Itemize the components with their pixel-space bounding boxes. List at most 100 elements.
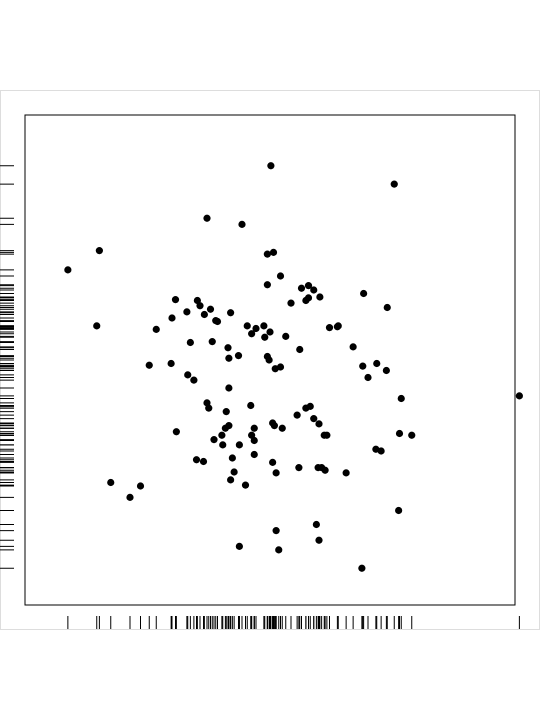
data-point-45	[145, 361, 153, 369]
data-point-64	[222, 408, 230, 416]
data-point-4	[95, 247, 103, 255]
data-point-70	[250, 424, 258, 432]
data-point-10	[304, 282, 313, 290]
data-point-48	[190, 376, 198, 384]
data-point-15	[287, 299, 295, 307]
data-point-93	[269, 458, 277, 466]
data-point-16	[360, 289, 368, 298]
data-point-100	[295, 464, 303, 472]
data-point-77	[315, 420, 323, 428]
data-point-50	[271, 365, 279, 373]
data-point-63	[205, 404, 213, 412]
data-point-97	[136, 482, 145, 490]
data-point-31	[266, 328, 274, 336]
data-point-47	[184, 371, 192, 379]
data-point-8	[276, 272, 285, 280]
data-point-67	[218, 431, 226, 439]
data-point-92	[228, 454, 236, 462]
data-point-82	[210, 436, 218, 444]
data-point-21	[196, 302, 204, 310]
data-point-87	[192, 456, 201, 464]
data-point-110	[275, 546, 283, 554]
data-point-5	[263, 250, 271, 258]
data-point-108	[315, 536, 323, 544]
data-point-68	[225, 422, 233, 430]
data-point-60	[382, 366, 390, 375]
data-point-2	[203, 214, 211, 222]
data-point-17	[383, 303, 391, 312]
data-point-3	[238, 220, 246, 228]
data-point-29	[260, 322, 268, 330]
data-point-61	[397, 394, 405, 403]
data-point-56	[325, 324, 334, 332]
data-point-36	[152, 325, 160, 333]
data-point-27	[212, 317, 220, 325]
data-point-103	[241, 481, 250, 489]
data-point-107	[272, 527, 280, 535]
data-point-109	[235, 542, 243, 550]
data-point-99	[126, 493, 134, 501]
data-point-53	[373, 359, 381, 368]
data-point-91	[372, 445, 380, 453]
data-point-22	[200, 310, 208, 319]
data-point-20	[206, 305, 215, 313]
data-point-114	[342, 469, 350, 477]
data-point-72	[269, 419, 277, 427]
data-point-54	[304, 294, 313, 302]
data-point-106	[312, 520, 320, 529]
data-point-24	[168, 314, 176, 322]
data-point-18	[171, 296, 180, 304]
data-point-33	[296, 345, 304, 354]
data-point-104	[318, 464, 326, 472]
data-point-57	[334, 322, 342, 330]
data-point-86	[250, 450, 258, 459]
data-point-111	[358, 564, 366, 572]
data-point-81	[219, 441, 227, 449]
x-rug	[67, 616, 520, 629]
data-point-112	[515, 392, 523, 400]
data-point-102	[227, 476, 235, 484]
data-point-32	[282, 332, 290, 340]
y-rug	[0, 165, 14, 569]
data-point-51	[225, 384, 233, 392]
data-point-28	[243, 322, 251, 330]
data-point-11	[310, 286, 318, 294]
data-point-94	[230, 468, 238, 476]
data-point-35	[261, 333, 269, 341]
data-point-89	[408, 431, 416, 439]
data-point-1	[390, 180, 398, 188]
data-point-85	[235, 441, 243, 449]
data-point-59	[364, 373, 372, 382]
data-point-98	[107, 478, 115, 487]
data-point-23	[227, 309, 235, 317]
data-point-6	[269, 248, 278, 256]
data-point-79	[323, 431, 331, 439]
data-point-42	[225, 354, 233, 362]
plot-frame	[24, 114, 516, 606]
data-point-41	[234, 352, 243, 360]
data-point-25	[183, 308, 191, 316]
data-point-101	[272, 469, 280, 477]
data-point-7	[64, 266, 72, 274]
data-point-76	[310, 415, 318, 423]
data-point-90	[395, 429, 404, 438]
data-point-38	[186, 338, 194, 347]
data-point-9	[263, 281, 271, 289]
data-point-12	[297, 284, 306, 292]
data-point-40	[224, 344, 232, 352]
data-point-84	[278, 424, 286, 432]
data-point-30	[252, 324, 260, 333]
data-point-0	[267, 162, 275, 170]
data-point-13	[316, 293, 324, 301]
data-point-44	[265, 356, 273, 364]
data-point-73	[293, 411, 301, 419]
data-point-37	[93, 322, 101, 330]
data-point-58	[349, 343, 357, 351]
data-point-113	[199, 457, 208, 466]
data-point-46	[167, 359, 175, 368]
data-point-83	[250, 436, 258, 445]
data-points	[64, 162, 523, 572]
data-point-65	[247, 401, 255, 410]
data-point-80	[172, 428, 180, 436]
